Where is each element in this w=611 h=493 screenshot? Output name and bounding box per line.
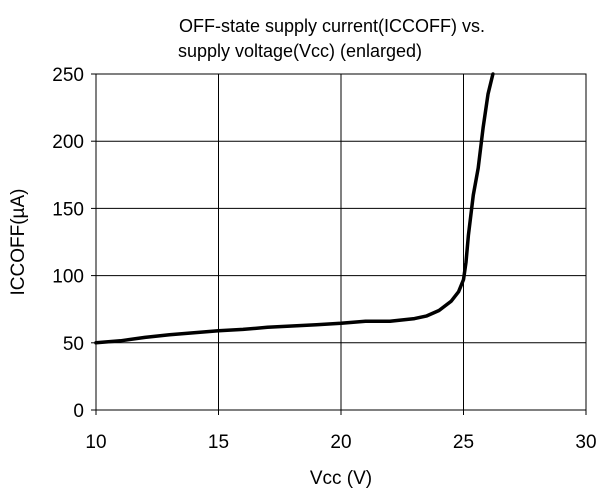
- y-tick-label: 200: [52, 132, 84, 153]
- y-tick-label: 50: [63, 334, 84, 355]
- x-tick-label: 30: [575, 432, 596, 453]
- x-axis-label: Vcc (V): [310, 468, 372, 489]
- y-tick-label: 250: [52, 65, 84, 86]
- y-tick-labels: 0 50 100 150 200 250: [52, 65, 84, 422]
- x-tick-label: 20: [330, 432, 351, 453]
- x-tick-label: 15: [208, 432, 229, 453]
- chart-title-line-2: supply voltage(Vcc) (enlarged): [178, 41, 422, 61]
- x-tick-label: 25: [453, 432, 474, 453]
- plot-frame: [95, 73, 587, 411]
- series-line: [94, 72, 495, 345]
- x-tick-labels: 10 15 20 25 30: [85, 432, 596, 453]
- chart-title-line-1: OFF-state supply current(ICCOFF) vs.: [179, 16, 485, 36]
- series: [94, 72, 495, 345]
- y-tick-label: 0: [73, 401, 84, 422]
- grid: [91, 73, 587, 415]
- y-tick-label: 100: [52, 267, 84, 288]
- y-tick-label: 150: [52, 199, 84, 220]
- y-axis-label: ICCOFF(µA): [8, 189, 29, 296]
- x-tick-label: 10: [85, 432, 106, 453]
